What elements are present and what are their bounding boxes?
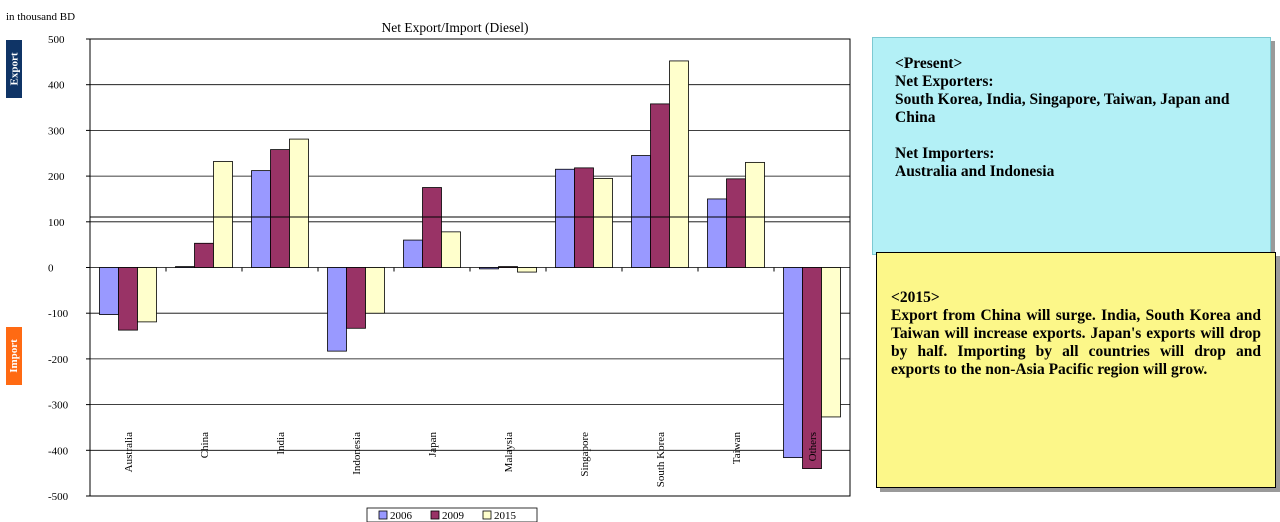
bar-2009-china: [194, 242, 214, 268]
unit-label: in thousand BD: [6, 11, 75, 23]
present-note-box: <Present> Net Exporters: South Korea, In…: [872, 37, 1271, 255]
y-axis: 500 400 300 200 100 0 -100 -200 -300 -400 -500: [48, 34, 90, 503]
bar-2015-india: [289, 138, 309, 268]
bars: [99, 60, 841, 469]
x-tick-label: China: [199, 432, 211, 458]
bar-2015-singapore: [593, 177, 613, 268]
y-tick-label: -100: [48, 308, 69, 320]
importers-heading: Net Importers:: [895, 145, 995, 162]
bar-2009-india: [270, 149, 290, 268]
y-tick-label: 0: [48, 263, 54, 275]
bar-2015-south-korea: [669, 60, 689, 268]
legend: 2006 2009 2015: [366, 507, 538, 522]
x-tick-label: Japan: [427, 432, 439, 458]
legend-label-2015: 2015: [494, 510, 517, 522]
bar-2009-taiwan: [726, 178, 746, 268]
spacer: [895, 127, 1261, 145]
chart-title: Net Export/Import (Diesel): [382, 20, 529, 35]
bar-2009-south-korea: [650, 103, 670, 268]
bar-2006-japan: [403, 239, 423, 268]
bar-2006-taiwan: [707, 198, 727, 268]
legend-swatch-2006: [378, 510, 388, 520]
forecast-note-box: <2015> Export from China will surge. Ind…: [876, 252, 1276, 488]
legend-label-2006: 2006: [390, 510, 413, 522]
export-tag-label: Export: [8, 52, 20, 86]
x-axis-labels: Australia China India Indonesia Japan Malaysi…: [123, 267, 819, 487]
present-heading: <Present>: [895, 55, 963, 72]
exporters-heading: Net Exporters:: [895, 73, 994, 90]
bar-2015-indonesia: [365, 267, 385, 314]
bar-2009-australia: [118, 267, 138, 331]
y-tick-label: 500: [48, 34, 65, 46]
bar-2009-singapore: [574, 167, 594, 268]
x-tick-label: Indonesia: [351, 432, 363, 475]
bar-2015-others: [821, 267, 841, 418]
bar-2006-malaysia: [479, 267, 499, 270]
x-tick-label: Australia: [123, 432, 135, 472]
bar-2015-australia: [137, 267, 157, 323]
y-tick-label: -300: [48, 400, 69, 412]
x-tick-label: Singapore: [579, 432, 591, 477]
legend-frame: [366, 507, 538, 522]
export-tag: Export: [6, 40, 22, 98]
bar-2006-others: [783, 267, 803, 459]
x-tick-label: India: [275, 432, 287, 455]
bar-2006-china: [175, 266, 195, 268]
bar-2009-malaysia: [498, 266, 518, 268]
importers-list: Australia and Indonesia: [895, 163, 1055, 180]
forecast-heading: <2015>: [891, 289, 940, 306]
bar-2006-australia: [99, 267, 119, 315]
y-tick-label: -500: [48, 491, 69, 503]
bar-2006-indonesia: [327, 267, 347, 352]
bar-2015-taiwan: [745, 161, 765, 268]
y-tick-label: 300: [48, 125, 65, 137]
y-tick-label: 100: [48, 217, 65, 229]
exporters-list: South Korea, India, Singapore, Taiwan, J…: [895, 91, 1230, 126]
y-tick-label: -400: [48, 445, 69, 457]
x-tick-label: Malaysia: [503, 432, 515, 472]
legend-swatch-2009: [430, 510, 440, 520]
y-tick-label: 200: [48, 171, 65, 183]
bar-2015-japan: [441, 231, 461, 268]
forecast-text: Export from China will surge. India, Sou…: [891, 307, 1261, 378]
bar-2006-singapore: [555, 168, 575, 268]
legend-swatch-2015: [482, 510, 492, 520]
y-tick-label: 400: [48, 80, 65, 92]
legend-label-2009: 2009: [442, 510, 465, 522]
bar-2015-malaysia: [517, 267, 537, 273]
bar-2006-south-korea: [631, 155, 651, 268]
x-tick-label: South Korea: [655, 432, 667, 487]
x-tick-label: Others: [807, 432, 819, 461]
bar-2006-india: [251, 170, 271, 268]
x-tick-label: Taiwan: [731, 432, 743, 465]
bar-2009-indonesia: [346, 267, 366, 329]
net-export-import-chart: in thousand BD Net Export/Import (Diesel…: [6, 11, 851, 522]
bar-2015-china: [213, 161, 233, 268]
import-tag-label: Import: [8, 339, 21, 373]
bar-2009-japan: [422, 187, 442, 268]
y-tick-label: -200: [48, 354, 69, 366]
import-tag: Import: [6, 327, 22, 385]
